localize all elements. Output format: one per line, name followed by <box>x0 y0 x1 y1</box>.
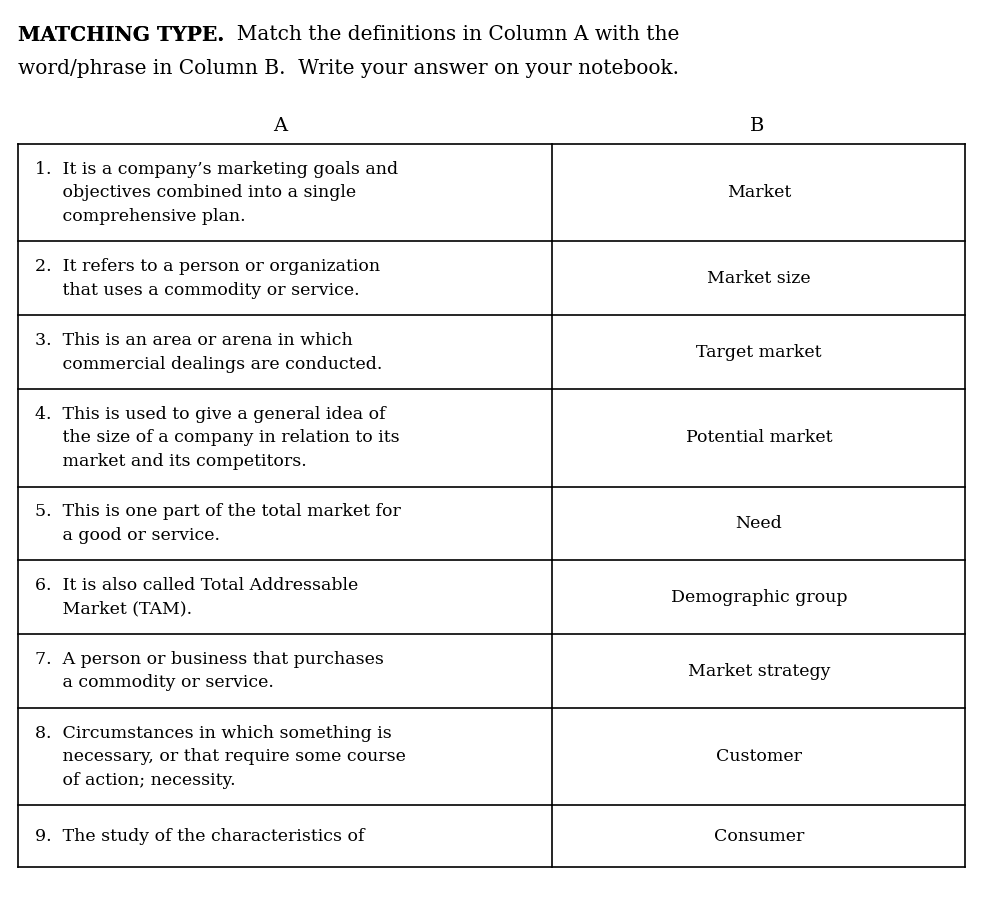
Text: 8.  Circumstances in which something is
     necessary, or that require some cou: 8. Circumstances in which something is n… <box>35 724 406 789</box>
Text: Consumer: Consumer <box>714 828 804 844</box>
Text: Potential market: Potential market <box>685 430 833 446</box>
Text: word/phrase in Column B.  Write your answer on your notebook.: word/phrase in Column B. Write your answ… <box>18 59 678 78</box>
Text: 1.  It is a company’s marketing goals and
     objectives combined into a single: 1. It is a company’s marketing goals and… <box>35 160 398 225</box>
Text: Market size: Market size <box>707 270 811 287</box>
Text: 6.  It is also called Total Addressable
     Market (TAM).: 6. It is also called Total Addressable M… <box>35 578 359 617</box>
Text: Market strategy: Market strategy <box>688 663 830 679</box>
Text: A: A <box>273 117 287 135</box>
Text: B: B <box>750 117 764 135</box>
Text: MATCHING TYPE.: MATCHING TYPE. <box>18 25 224 45</box>
Text: Market: Market <box>726 185 791 201</box>
Text: 9.  The study of the characteristics of: 9. The study of the characteristics of <box>35 828 365 844</box>
Text: 2.  It refers to a person or organization
     that uses a commodity or service.: 2. It refers to a person or organization… <box>35 259 380 298</box>
Text: Need: Need <box>735 515 782 532</box>
Text: 5.  This is one part of the total market for
     a good or service.: 5. This is one part of the total market … <box>35 504 401 543</box>
Text: MATCHING TYPE.: MATCHING TYPE. <box>18 25 224 45</box>
Text: 4.  This is used to give a general idea of
     the size of a company in relatio: 4. This is used to give a general idea o… <box>35 405 400 470</box>
Text: 7.  A person or business that purchases
     a commodity or service.: 7. A person or business that purchases a… <box>35 651 384 691</box>
Text: Customer: Customer <box>716 749 802 765</box>
Text: 3.  This is an area or arena in which
     commercial dealings are conducted.: 3. This is an area or arena in which com… <box>35 332 382 372</box>
Text: Match the definitions in Column A with the: Match the definitions in Column A with t… <box>224 25 679 44</box>
Text: Demographic group: Demographic group <box>670 589 847 605</box>
Text: Target market: Target market <box>696 344 822 360</box>
